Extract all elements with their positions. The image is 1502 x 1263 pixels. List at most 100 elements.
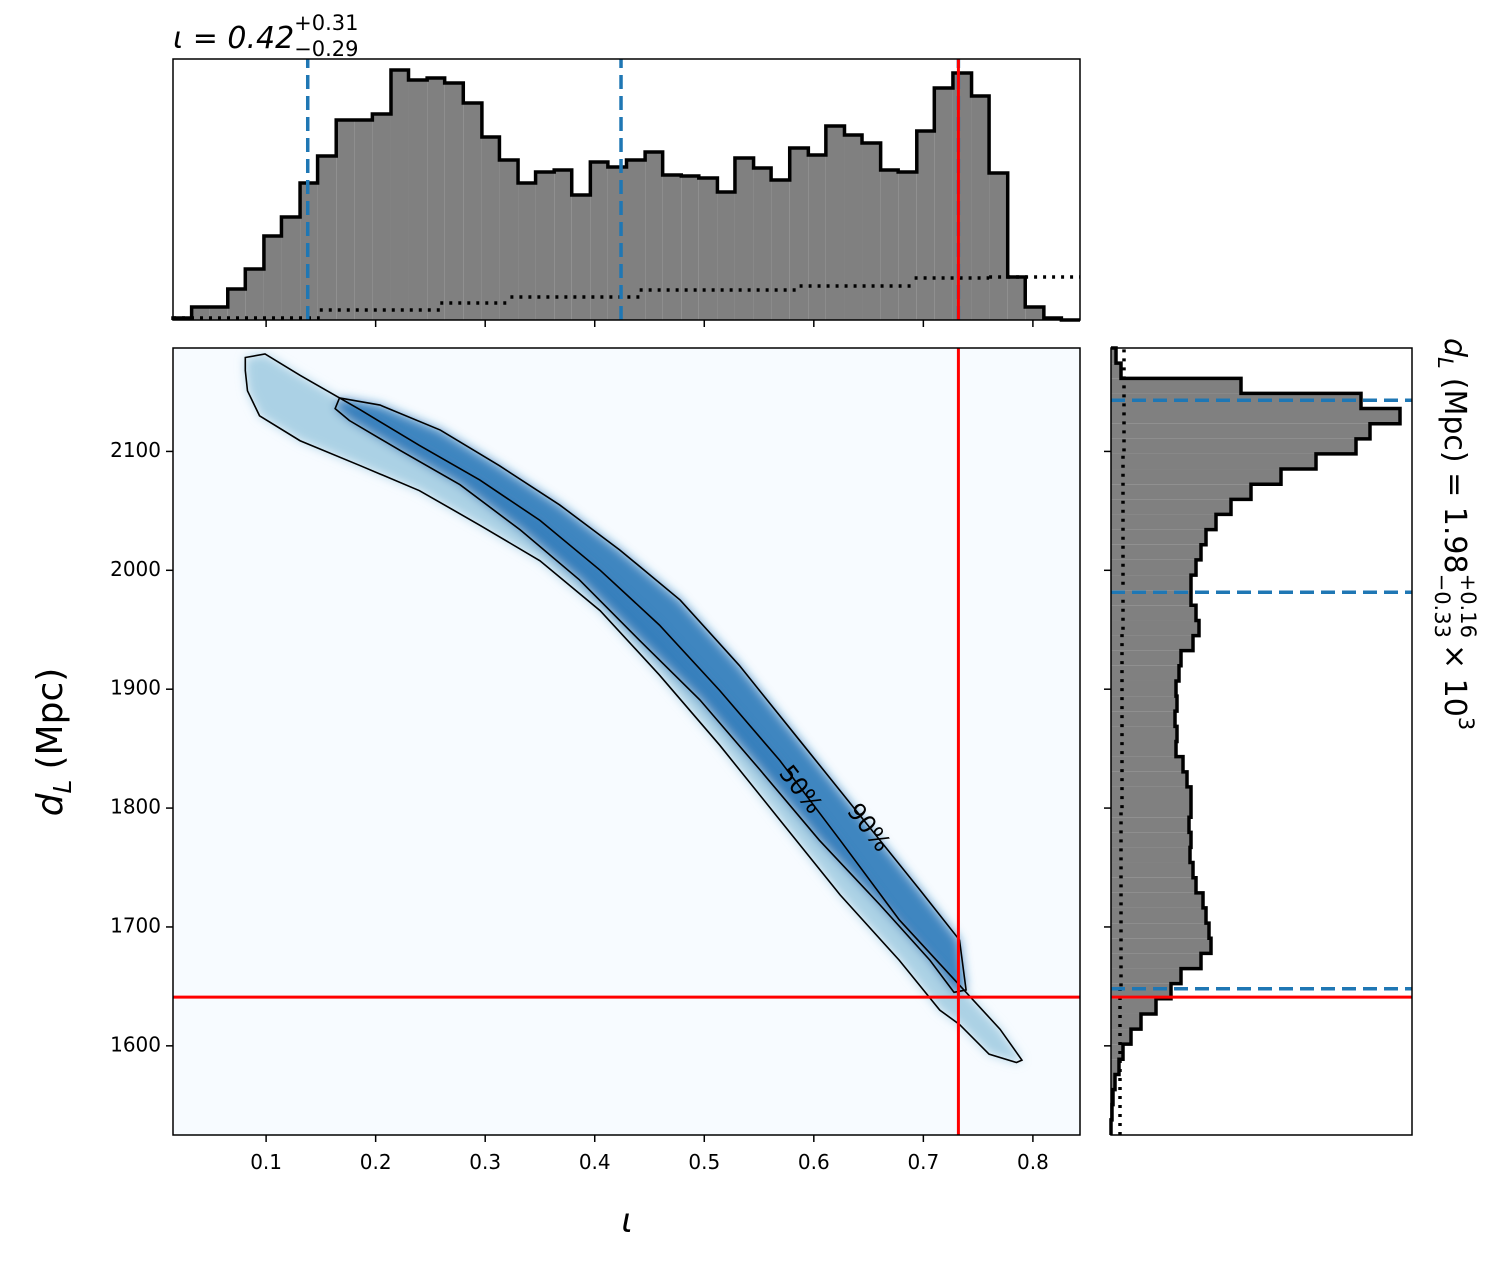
contour-line — [334, 397, 967, 994]
histogram-bar — [1111, 756, 1183, 772]
histogram-bar — [1111, 544, 1201, 560]
axes-frame — [172, 58, 1081, 321]
y-tick-label: 2100 — [110, 438, 161, 462]
histogram-bar — [1111, 802, 1191, 818]
histogram-bar — [1111, 408, 1400, 424]
histogram-bar — [191, 307, 210, 320]
x-tick-label: 0.4 — [579, 1150, 611, 1174]
histogram-bar — [1111, 832, 1191, 848]
histogram-bar — [1111, 635, 1193, 651]
histogram-bar — [989, 173, 1008, 320]
histogram-bar — [1111, 514, 1216, 530]
histogram-bar — [1007, 277, 1026, 320]
histogram-bar — [1111, 363, 1121, 379]
histogram-bar — [825, 126, 845, 320]
histogram-bar — [1111, 1074, 1115, 1090]
histogram-bar — [1111, 877, 1196, 893]
right-label: dL (Mpc) = 1.98+0.16−0.33 × 103 — [1430, 338, 1480, 730]
right-label-text: (Mpc) = 1.98 — [1437, 378, 1472, 574]
histogram-bar — [1111, 469, 1281, 485]
x-tick-label: 0.8 — [1017, 1150, 1049, 1174]
histogram-bar — [463, 103, 482, 320]
histogram-bar — [662, 175, 682, 320]
histogram-bar — [281, 217, 301, 320]
histogram-bar — [336, 120, 355, 320]
histogram-bar — [1111, 998, 1156, 1014]
y-tick-label: 2000 — [110, 557, 161, 581]
x-tick-label: 0.6 — [798, 1150, 830, 1174]
histogram-bar — [1111, 650, 1181, 666]
histogram-bar — [390, 70, 409, 320]
histogram-bar — [245, 269, 264, 320]
histogram-bar — [1111, 1044, 1123, 1060]
histogram-bar — [717, 192, 735, 320]
histogram-bar — [898, 172, 917, 320]
histogram-bar — [1111, 711, 1175, 727]
histogram-bar — [590, 162, 608, 320]
histogram-bar — [698, 178, 718, 320]
y-label-unit: (Mpc) — [30, 668, 71, 770]
y-label-symbol: d — [30, 792, 71, 816]
y-label-subscript: L — [48, 780, 77, 794]
histogram-outline — [1109, 346, 1402, 1135]
axes-frame — [172, 347, 1081, 1136]
histogram-bar — [1111, 393, 1361, 409]
histogram-bar — [227, 289, 246, 320]
histogram-bar — [317, 156, 337, 320]
title-sup: +0.31 — [294, 11, 358, 35]
x-tick-label: 0.5 — [688, 1150, 720, 1174]
histogram-bar — [408, 80, 428, 320]
x-axis-label: ι — [621, 1201, 633, 1241]
y-tick-label: 1700 — [110, 913, 161, 937]
top-title: ι = 0.42+0.31 −0.29 — [173, 11, 359, 61]
right-label-subscript: L — [1433, 357, 1457, 369]
histogram-bar — [263, 236, 282, 320]
histogram-bar — [1111, 590, 1191, 606]
histogram-bar — [1111, 741, 1176, 757]
title-sub: −0.29 — [294, 37, 358, 61]
y-tick-label: 1900 — [110, 676, 161, 700]
plot-background — [173, 348, 1080, 1135]
histogram-bar — [1111, 923, 1209, 939]
histogram-bar — [1111, 438, 1356, 454]
histogram-bar — [1111, 1059, 1119, 1075]
histogram-bar — [1111, 862, 1193, 878]
histogram-bar — [971, 96, 990, 320]
histogram-bar — [1111, 771, 1187, 787]
histogram-bar — [481, 137, 500, 320]
histogram-bar — [1111, 575, 1191, 591]
histogram-bar — [1111, 847, 1190, 863]
histogram-bar — [808, 155, 826, 320]
density — [245, 353, 1022, 1063]
histogram-bar — [753, 168, 772, 320]
histogram-bar — [934, 88, 953, 320]
histogram-bar — [1111, 1013, 1141, 1030]
histogram-bar — [535, 172, 555, 320]
histogram-bar — [844, 135, 863, 320]
histogram-bar — [1111, 938, 1211, 954]
histogram-bar — [952, 73, 972, 320]
histogram-bar — [1111, 499, 1231, 515]
right-label-times: × 10 — [1437, 644, 1472, 717]
x-tick-label: 0.2 — [360, 1150, 392, 1174]
y-tick-label: 1800 — [110, 795, 161, 819]
x-tick-label: 0.7 — [907, 1150, 939, 1174]
y-tick-label: 1600 — [110, 1032, 161, 1056]
histogram-bar — [1111, 423, 1370, 439]
histogram-bar — [1111, 696, 1177, 712]
histogram-bar — [1111, 620, 1199, 636]
histogram-bar — [1111, 907, 1206, 924]
histogram-bar — [789, 148, 809, 320]
contour-line — [244, 353, 1024, 1064]
histogram-bar — [1111, 484, 1251, 500]
histogram-bar — [1025, 307, 1044, 320]
histogram-bar — [1111, 817, 1189, 833]
y-axis-label: dL (Mpc) — [30, 668, 77, 817]
histogram-bar — [880, 170, 899, 320]
histogram-bar — [1111, 453, 1316, 470]
histogram-bar — [354, 120, 373, 320]
axes-frame — [1110, 347, 1413, 1136]
histogram-bar — [1111, 348, 1116, 364]
density-fill — [245, 353, 1022, 1063]
